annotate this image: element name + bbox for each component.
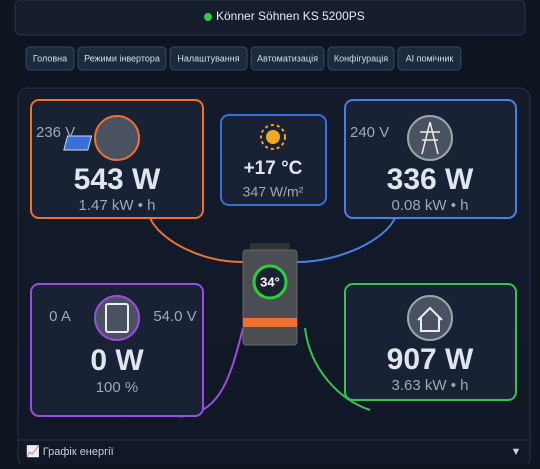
solar-voltage: 236 V [36, 124, 75, 141]
tab[interactable] [77, 46, 167, 71]
grid-voltage: 240 V [350, 124, 389, 141]
solar-energy: 1.47 kW • h [79, 197, 156, 214]
status-dot [204, 13, 212, 21]
weather-card [220, 114, 327, 206]
irradiance: 347 W/m² [243, 184, 304, 200]
load-card [344, 283, 517, 401]
house-icon [417, 306, 443, 332]
tab[interactable] [327, 46, 395, 71]
load-icon [407, 295, 453, 341]
inverter-gauge [252, 264, 288, 300]
load-flow [304, 327, 371, 411]
tab[interactable] [169, 46, 248, 71]
temperature: +17 °C [244, 158, 303, 179]
load-power: 907 W [387, 343, 474, 376]
energy-chart-toggle[interactable]: 📈 Графік енергії [26, 445, 114, 458]
tab[interactable] [397, 46, 462, 71]
tab[interactable] [250, 46, 325, 71]
grid-flow [296, 217, 396, 263]
grid-icon [407, 115, 453, 161]
tab-label[interactable]: AI помічник [406, 53, 454, 63]
tab-label[interactable]: Автоматизація [257, 53, 318, 63]
grid-energy: 0.08 kW • h [392, 197, 469, 214]
sun-rays [260, 124, 286, 150]
inverter-temperature: 34° [260, 274, 280, 289]
inverter-top [250, 243, 290, 251]
battery-charge: 100 % [96, 379, 139, 396]
load-energy: 3.63 kW • h [392, 377, 469, 394]
battery-icon [94, 295, 140, 341]
battery-power: 0 W [90, 344, 144, 377]
battery-current: 0 A [49, 308, 71, 325]
battery-card [30, 283, 204, 417]
inverter-stripe [243, 318, 297, 327]
tower-icon [420, 121, 440, 155]
device-title: Könner Söhnen KS 5200PS [216, 9, 365, 23]
grid-power: 336 W [387, 163, 474, 196]
sun-icon [266, 130, 280, 144]
tab[interactable] [25, 46, 75, 71]
expand-arrow[interactable]: ▼ [511, 446, 522, 458]
battery-shape [105, 303, 129, 333]
battery-voltage: 54.0 V [153, 308, 196, 325]
header-bar [14, 0, 526, 36]
solar-icon [94, 115, 140, 161]
tab-label[interactable]: Конфігурація [334, 53, 388, 63]
tab-label[interactable]: Головна [33, 53, 67, 63]
tab-label[interactable]: Налаштування [177, 53, 239, 63]
tab-label[interactable]: Режими інвертора [84, 53, 160, 63]
solar-power: 543 W [74, 163, 161, 196]
solar-flow [149, 217, 244, 263]
panel-icon [63, 135, 93, 151]
